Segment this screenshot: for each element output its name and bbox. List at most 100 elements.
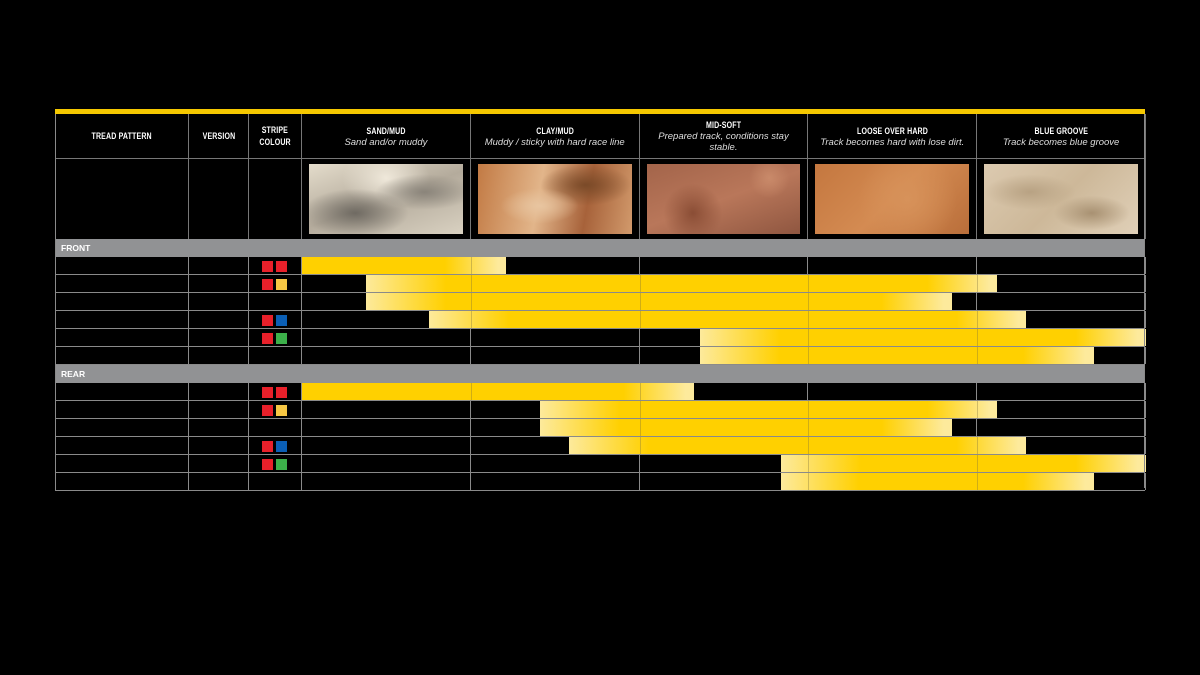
suitability-bar bbox=[568, 437, 1027, 454]
version-cell bbox=[189, 311, 249, 328]
column-divider bbox=[808, 401, 810, 418]
stripe-colour-cell bbox=[249, 437, 302, 454]
column-divider bbox=[639, 383, 641, 400]
section-band-rear: REAR bbox=[55, 365, 1145, 383]
column-divider bbox=[808, 311, 810, 328]
version-cell bbox=[189, 293, 249, 310]
column-divider bbox=[808, 275, 810, 292]
version-cell bbox=[189, 437, 249, 454]
image-cell bbox=[808, 158, 978, 239]
condition-cell bbox=[977, 401, 1146, 418]
condition-title: CLAY/MUD bbox=[535, 125, 574, 136]
column-divider bbox=[808, 437, 810, 454]
column-divider bbox=[470, 293, 472, 310]
condition-cell bbox=[471, 257, 640, 274]
tread-pattern-cell bbox=[55, 455, 189, 472]
column-divider bbox=[808, 419, 810, 436]
table-row bbox=[55, 383, 1146, 401]
header-stripe-label-1: STRIPE bbox=[261, 125, 289, 135]
condition-subtitle: Sand and/or muddy bbox=[344, 136, 428, 148]
condition-subtitle: Prepared track, conditions stay stable. bbox=[658, 131, 789, 153]
suitability-bar bbox=[302, 257, 507, 274]
column-divider bbox=[977, 455, 979, 472]
column-divider bbox=[808, 347, 810, 364]
condition-cell bbox=[302, 401, 471, 418]
condition-cell bbox=[471, 347, 640, 364]
table-row bbox=[55, 275, 1146, 293]
sand-texture bbox=[309, 164, 463, 234]
stripe-swatch-red bbox=[262, 459, 273, 470]
condition-cell bbox=[808, 419, 978, 436]
stripe-colour-cell bbox=[249, 275, 302, 292]
condition-cell bbox=[302, 419, 471, 436]
condition-cell bbox=[977, 257, 1146, 274]
tread-pattern-cell bbox=[55, 383, 189, 400]
tread-pattern-cell bbox=[55, 437, 189, 454]
condition-cell bbox=[471, 473, 640, 490]
column-divider bbox=[977, 347, 979, 364]
image-cell bbox=[470, 158, 640, 239]
column-divider bbox=[977, 401, 979, 418]
blue-groove-texture bbox=[984, 164, 1138, 234]
header-condition-clay-mud: CLAY/MUD Muddy / sticky with hard race li… bbox=[471, 114, 640, 158]
header-stripe-colour: STRIPE COLOUR bbox=[249, 114, 302, 158]
column-divider bbox=[470, 383, 472, 400]
stripe-colour-cell bbox=[249, 401, 302, 418]
suitability-bar bbox=[781, 455, 1146, 472]
table-row bbox=[55, 311, 1146, 329]
condition-cell bbox=[302, 329, 471, 346]
column-divider bbox=[977, 437, 979, 454]
stripe-swatch-red bbox=[276, 387, 287, 398]
version-cell bbox=[189, 401, 249, 418]
stripe-swatch-blue bbox=[276, 441, 287, 452]
stripe-swatch-red bbox=[262, 387, 273, 398]
header-condition-blue-groove: BLUE GROOVE Track becomes blue groove bbox=[977, 114, 1146, 158]
header-tread-pattern: TREAD PATTERN bbox=[55, 114, 189, 158]
table-row bbox=[55, 293, 1146, 311]
stripe-swatch-red bbox=[262, 279, 273, 290]
stripe-swatch-red bbox=[276, 261, 287, 272]
suitability-bar bbox=[700, 329, 1146, 346]
header-tread-pattern-label: TREAD PATTERN bbox=[91, 131, 153, 141]
clay-mud-texture bbox=[477, 164, 632, 234]
stripe-colour-cell bbox=[249, 419, 302, 436]
table-row bbox=[55, 437, 1146, 455]
column-divider bbox=[977, 311, 979, 328]
stripe-swatch-yellow bbox=[276, 405, 287, 416]
condition-cell bbox=[808, 383, 978, 400]
stripe-swatch-red bbox=[262, 405, 273, 416]
tread-pattern-cell bbox=[55, 293, 189, 310]
table-row bbox=[55, 401, 1146, 419]
tread-pattern-cell bbox=[55, 347, 189, 364]
loose-over-hard-texture bbox=[815, 164, 970, 234]
version-cell bbox=[189, 347, 249, 364]
stripe-swatch-red bbox=[262, 441, 273, 452]
column-divider bbox=[977, 473, 979, 490]
column-divider bbox=[808, 473, 810, 490]
header-condition-loose-over-hard: LOOSE OVER HARD Track becomes hard with l… bbox=[808, 114, 978, 158]
condition-subtitle: Track becomes hard with lose dirt. bbox=[820, 136, 965, 148]
condition-cell bbox=[977, 347, 1146, 364]
image-cell-empty bbox=[189, 158, 249, 239]
stripe-swatch-red bbox=[262, 261, 273, 272]
condition-cell bbox=[302, 455, 471, 472]
version-cell bbox=[189, 329, 249, 346]
column-divider bbox=[977, 329, 979, 346]
table-row bbox=[55, 473, 1146, 491]
suitability-bar bbox=[781, 473, 1094, 490]
header-version-label: VERSION bbox=[202, 131, 235, 141]
condition-cell bbox=[977, 293, 1146, 310]
table-row bbox=[55, 257, 1146, 275]
condition-cell bbox=[977, 275, 1146, 292]
top-accent-line bbox=[55, 109, 1145, 114]
suitability-bar bbox=[428, 311, 1027, 328]
image-cell-empty bbox=[55, 158, 189, 239]
header-condition-mid-soft: MID-SOFT Prepared track, conditions stay … bbox=[640, 114, 809, 158]
stripe-colour-cell bbox=[249, 383, 302, 400]
suitability-bar bbox=[302, 383, 694, 400]
header-stripe-label-2: COLOUR bbox=[259, 137, 291, 147]
condition-cell bbox=[808, 257, 978, 274]
column-divider bbox=[639, 401, 641, 418]
condition-title: BLUE GROOVE bbox=[1034, 125, 1088, 136]
tread-pattern-cell bbox=[55, 419, 189, 436]
